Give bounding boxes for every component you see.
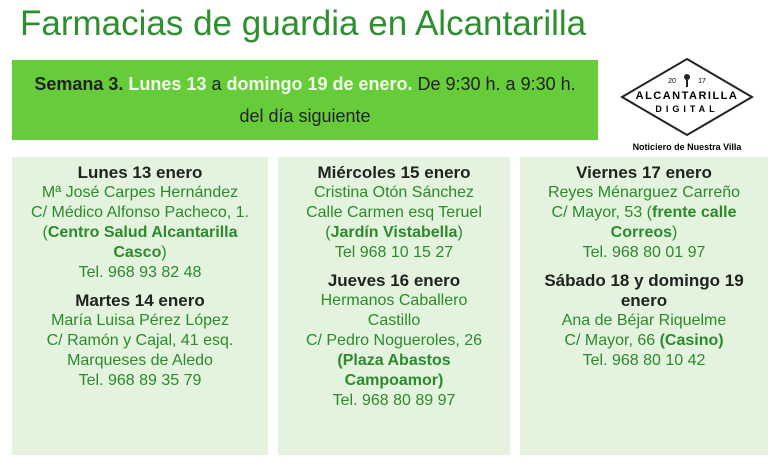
banner-text: domingo 19 de enero. <box>226 74 413 94</box>
pharmacy-line: Tel. 968 89 35 79 <box>28 371 252 391</box>
line-text: C/ Mayor, 53 ( <box>551 204 652 221</box>
line-text: C/ Médico Alfonso Pacheco, 1. <box>31 204 249 221</box>
day-heading: Viernes 17 enero <box>576 163 712 182</box>
line-text: ( <box>325 224 331 241</box>
pharmacy-column: Lunes 13 enero Mª José Carpes Hernández C/… <box>12 157 268 455</box>
logo-year: 20 <box>668 78 676 85</box>
line-text: Mª José Carpes Hernández <box>41 184 239 201</box>
highlight-text: Jardín Vistabella <box>330 224 458 241</box>
pharmacy-entry: Miércoles 15 enero Cristina Otón Sánchez C… <box>294 163 494 263</box>
line-text: Tel. 968 93 82 48 <box>78 264 202 281</box>
line-text: Tel. 968 89 35 79 <box>78 372 202 389</box>
line-text: C/ Pedro Nogueroles, 26 <box>305 332 483 349</box>
pharmacy-line: Tel. 968 80 89 97 <box>294 391 494 411</box>
logo-diamond <box>620 57 754 137</box>
logo: 20 17 ALCANTARILLA DIGITAL Noticiero de … <box>620 57 754 152</box>
pharmacy-line: Calle Carmen esq Teruel <box>294 203 494 223</box>
pharmacy-line: Reyes Ménarguez Carreño <box>536 183 752 203</box>
logo-year: 17 <box>698 78 706 85</box>
highlight-text: (Plaza Abastos Campoamor) <box>337 352 451 389</box>
pharmacy-line: C/ Pedro Nogueroles, 26 <box>294 331 494 351</box>
line-text: C/ Mayor, 66 <box>564 332 660 349</box>
pharmacy-line: Mª José Carpes Hernández <box>28 183 252 203</box>
line-text: ( <box>42 224 48 241</box>
line-text: Calle Carmen esq Teruel <box>306 204 482 221</box>
pharmacy-column: Miércoles 15 enero Cristina Otón Sánchez C… <box>278 157 510 455</box>
week-banner: Semana 3. Lunes 13 a domingo 19 de enero… <box>12 60 598 140</box>
line-text: ) <box>672 224 678 241</box>
day-heading: Sábado 18 y domingo 19 enero <box>544 271 744 310</box>
logo-figure <box>684 74 690 80</box>
day-heading: Miércoles 15 enero <box>317 163 471 182</box>
line-text: Reyes Ménarguez Carreño <box>547 184 741 201</box>
banner-text: De 9:30 h. a 9:30 h. del día siguiente <box>239 74 576 126</box>
pharmacy-line: C/ Médico Alfonso Pacheco, 1. <box>28 203 252 223</box>
banner-text: Lunes 13 <box>128 74 207 94</box>
pharmacy-entry: Sábado 18 y domingo 19 enero Ana de Béjar… <box>536 271 752 371</box>
pharmacy-line: Tel. 968 80 01 97 <box>536 243 752 263</box>
pharmacy-column: Viernes 17 enero Reyes Ménarguez Carreño C… <box>520 157 768 455</box>
logo-name: ALCANTARILLA <box>636 90 739 102</box>
line-text: Tel. 968 80 10 42 <box>582 352 706 369</box>
pharmacy-line: C/ Mayor, 66 (Casino) <box>536 331 752 351</box>
pharmacy-line: (Plaza Abastos Campoamor) <box>294 351 494 391</box>
highlight-text: Centro Salud Alcantarilla Casco <box>47 224 238 261</box>
pharmacy-line: Cristina Otón Sánchez <box>294 183 494 203</box>
day-heading: Martes 14 enero <box>75 291 205 310</box>
day-heading: Lunes 13 enero <box>77 163 203 182</box>
page-title: Farmacias de guardia en Alcantarilla <box>20 4 587 43</box>
line-text: María Luisa Pérez López <box>51 312 229 329</box>
pharmacy-entry: Lunes 13 enero Mª José Carpes Hernández C/… <box>28 163 252 283</box>
line-text: Hermanos Caballero Castillo <box>320 292 468 329</box>
line-text: Tel. 968 80 01 97 <box>582 244 706 261</box>
line-text: ) <box>161 244 167 261</box>
line-text: ) <box>457 224 463 241</box>
pharmacy-line: C/ Ramón y Cajal, 41 esq. Marqueses de A… <box>28 331 252 371</box>
logo-sub: DIGITAL <box>655 104 718 114</box>
logo-tagline: Noticiero de Nuestra Villa <box>633 142 743 152</box>
line-text: C/ Ramón y Cajal, 41 esq. Marqueses de A… <box>46 332 234 369</box>
pharmacy-entry: Martes 14 enero María Luisa Pérez López C/… <box>28 291 252 391</box>
pharmacy-line: Hermanos Caballero Castillo <box>294 291 494 331</box>
banner-text: a <box>206 74 227 94</box>
banner-text: Semana 3. <box>34 74 129 94</box>
day-heading: Jueves 16 enero <box>327 271 461 290</box>
pharmacy-line: María Luisa Pérez López <box>28 311 252 331</box>
line-text: Tel 968 10 15 27 <box>334 244 454 261</box>
line-text: Ana de Béjar Riquelme <box>561 312 727 329</box>
pharmacy-entry: Viernes 17 enero Reyes Ménarguez Carreño C… <box>536 163 752 263</box>
line-text: Tel. 968 80 89 97 <box>332 392 456 409</box>
pharmacy-entry: Jueves 16 enero Hermanos Caballero Castil… <box>294 271 494 411</box>
pharmacy-line: (Centro Salud Alcantarilla Casco) <box>28 223 252 263</box>
pharmacy-line: Tel. 968 80 10 42 <box>536 351 752 371</box>
pharmacy-line: Tel 968 10 15 27 <box>294 243 494 263</box>
pharmacy-line: Ana de Béjar Riquelme <box>536 311 752 331</box>
highlight-text: frente calle Correos <box>610 204 737 241</box>
pharmacy-line: Tel. 968 93 82 48 <box>28 263 252 283</box>
line-text: Cristina Otón Sánchez <box>313 184 475 201</box>
pharmacy-line: C/ Mayor, 53 (frente calle Correos) <box>536 203 752 243</box>
highlight-text: (Casino) <box>659 332 724 349</box>
pharmacy-line: (Jardín Vistabella) <box>294 223 494 243</box>
